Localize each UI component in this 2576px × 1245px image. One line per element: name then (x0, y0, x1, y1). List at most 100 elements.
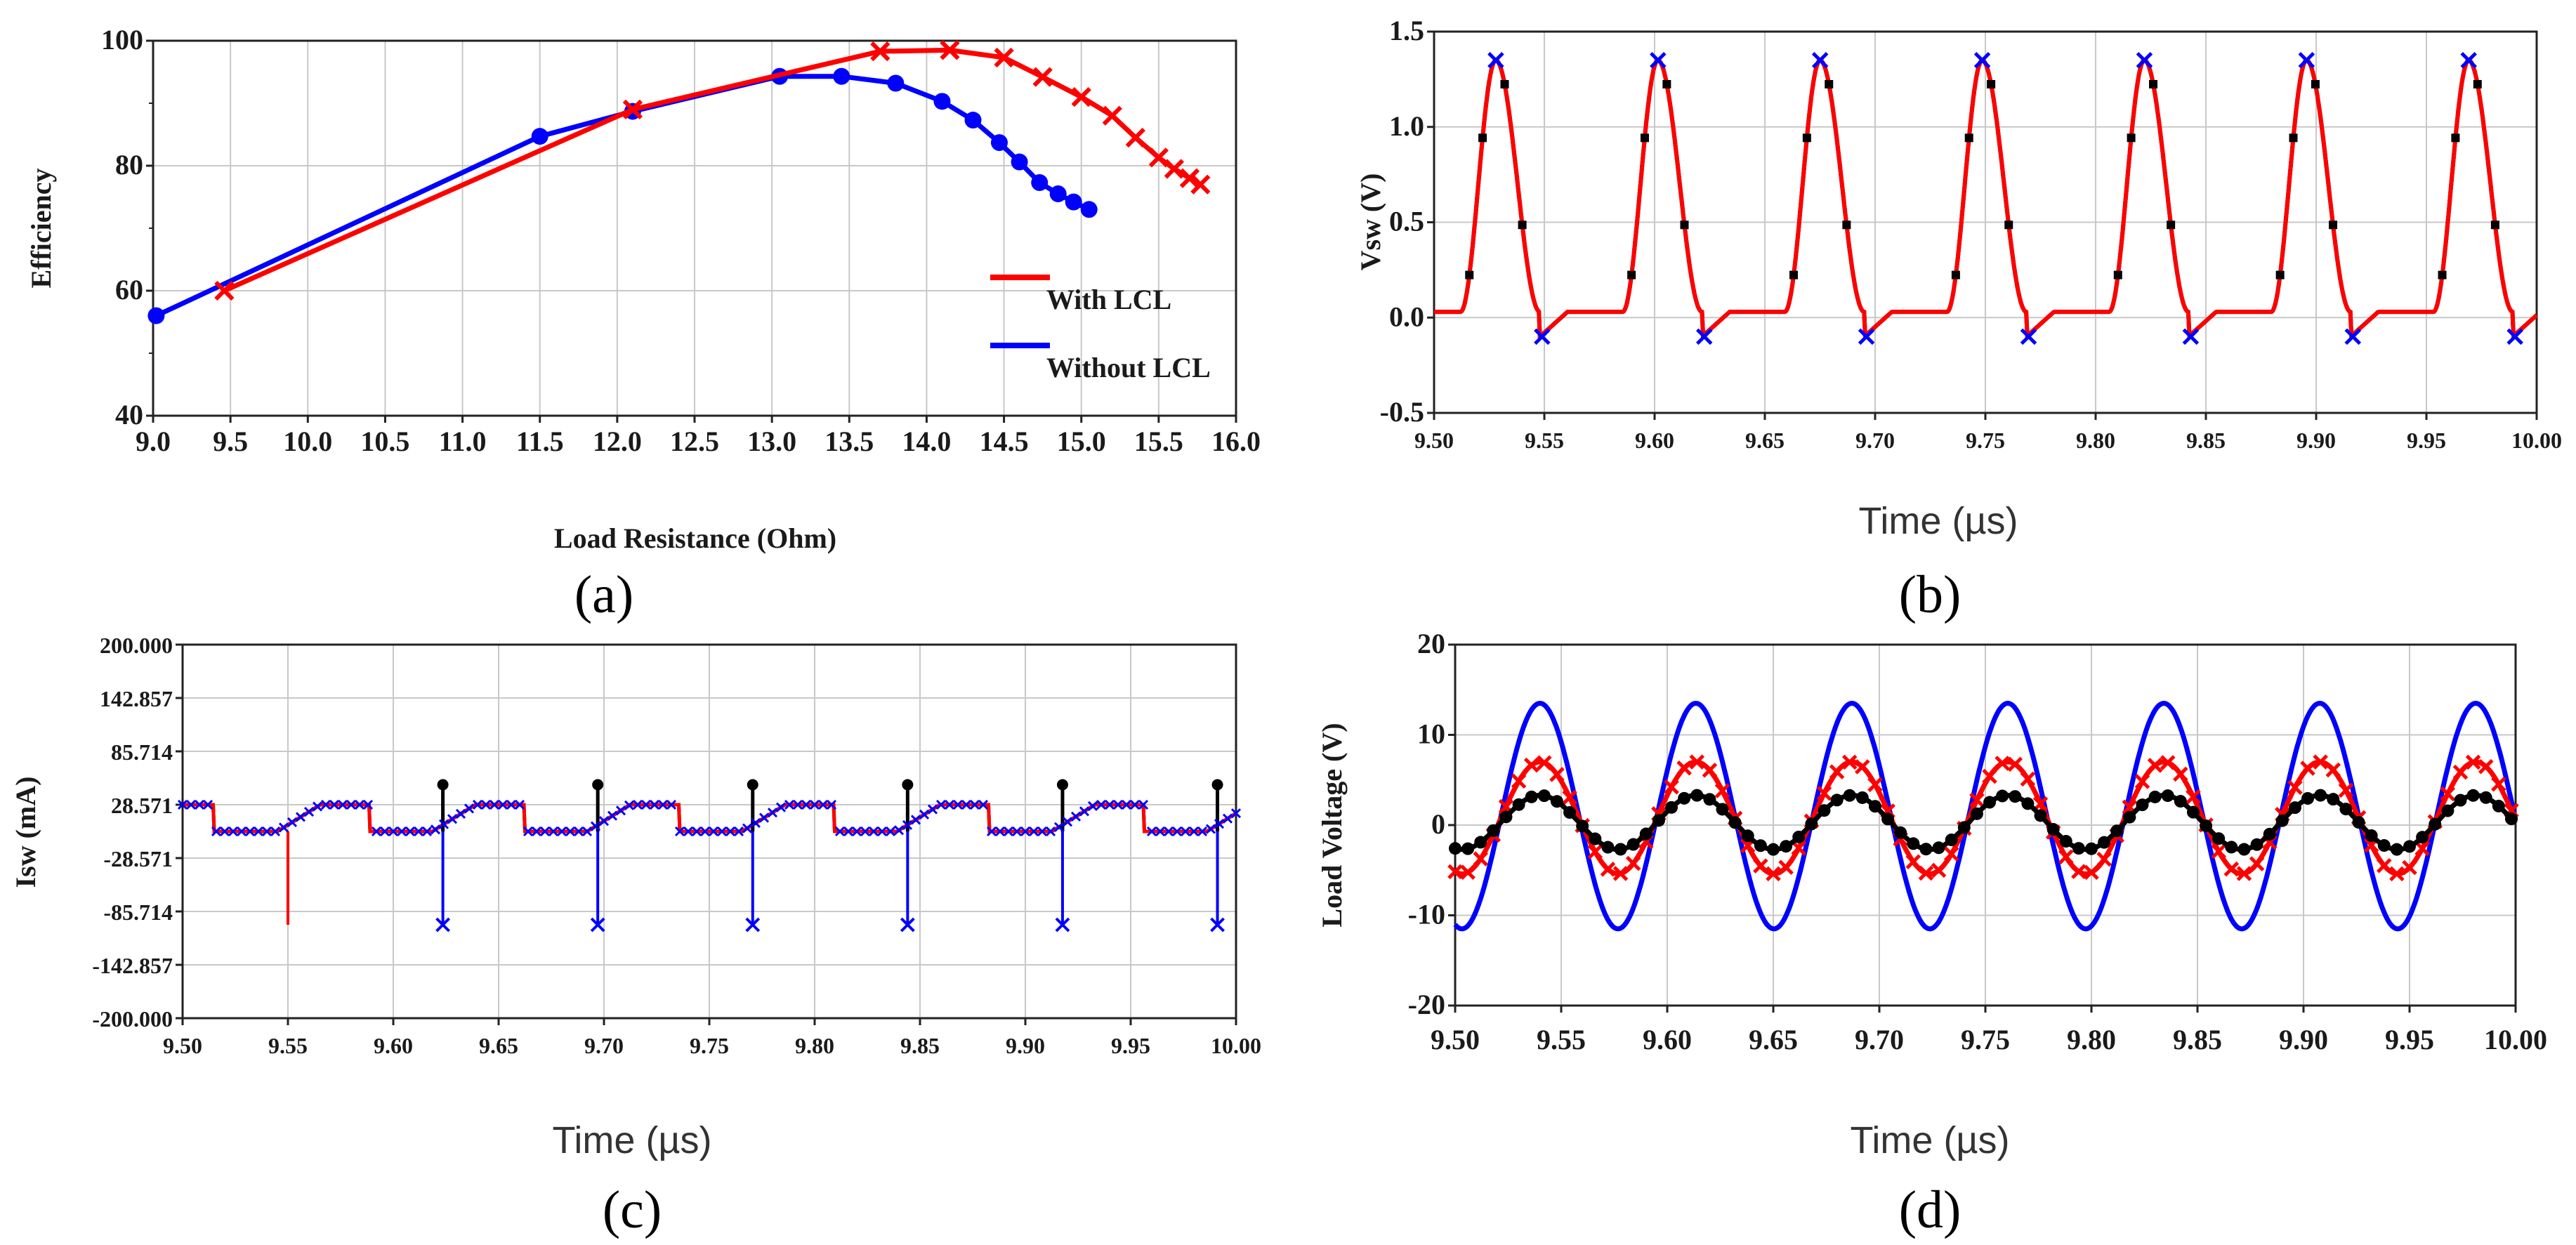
data-point-blue (615, 805, 626, 816)
data-point-black (1945, 834, 1958, 847)
data-point-blue (935, 799, 947, 810)
data-point-black (1825, 79, 1834, 88)
data-point-blue (1973, 51, 1991, 69)
x-tick-label: 9.70 (1855, 428, 1895, 453)
data-point-black (1500, 79, 1509, 88)
x-axis-title: Time (µs) (552, 1119, 711, 1161)
data-point-blue (455, 808, 466, 819)
x-tick-label: 9.0 (136, 426, 171, 457)
data-point-red (1664, 779, 1679, 795)
x-tick-label: 9.80 (795, 1033, 834, 1058)
data-point-red (1753, 858, 1768, 874)
data-point-blue (1011, 826, 1023, 837)
data-point-blue (435, 917, 451, 933)
data-point-red (2389, 866, 2405, 882)
x-tick-label: 9.95 (2385, 1024, 2434, 1055)
data-point-blue (1129, 799, 1141, 810)
data-point-blue (885, 826, 896, 837)
x-tick-label: 9.75 (1966, 428, 2005, 453)
data-point-blue (817, 799, 829, 810)
data-point-blue (632, 799, 643, 810)
data-point-blue (2460, 51, 2477, 69)
data-point-blue (944, 799, 955, 810)
data-point-blue (1222, 813, 1233, 824)
data-point-red (2096, 851, 2112, 867)
y-tick-label: -10 (1408, 899, 1445, 930)
data-point-blue (1020, 826, 1031, 837)
data-point-blue (202, 799, 213, 810)
x-tick-label: 9.55 (1537, 1024, 1586, 1055)
x-tick-label: 15.0 (1057, 426, 1106, 457)
y-tick-label: 28.571 (111, 793, 173, 818)
data-point-red (1943, 846, 1959, 862)
data-point-blue (666, 799, 677, 810)
data-point-red (2007, 756, 2023, 772)
data-point-blue (1003, 826, 1014, 837)
data-point-blue (699, 826, 711, 837)
data-point-black (2123, 810, 2136, 824)
data-point-red (1855, 759, 1870, 775)
data-point-black (2441, 804, 2455, 817)
data-point-black (1855, 791, 1869, 804)
data-point-red (1905, 854, 1921, 869)
data-point-blue (539, 826, 551, 837)
data-point-black (1478, 133, 1487, 143)
data-point-red (1447, 864, 1463, 880)
data-point-with-lcl (1164, 159, 1185, 179)
data-point-blue (1205, 824, 1216, 834)
data-point-without-lcl (1031, 174, 1049, 192)
data-point-red (1982, 768, 1997, 784)
data-point-red (1460, 864, 1476, 880)
data-point-black (2149, 79, 2158, 88)
x-tick-label: 9.50 (163, 1033, 202, 1058)
x-tick-label: 9.85 (900, 1033, 940, 1058)
data-point-with-lcl (870, 41, 891, 62)
data-point-blue (531, 826, 542, 837)
data-point-red (2440, 786, 2456, 802)
data-point-blue (346, 799, 357, 810)
data-point-without-lcl (964, 112, 982, 129)
data-point-red (1714, 783, 1730, 798)
data-point-black (2451, 133, 2460, 143)
panel-d-load-voltage-chart: 9.50 9.55 9.60 9.65 9.70 9.75 9.80 9.85 9.90 9.95… (1316, 628, 2547, 1239)
data-point-red (1537, 755, 1552, 770)
data-point-black (1881, 812, 1895, 826)
data-point-without-lcl (1080, 201, 1098, 218)
x-tick-label: 9.65 (1745, 428, 1785, 453)
x-tick-label: 9.65 (1749, 1024, 1798, 1055)
data-point-black (2390, 843, 2403, 856)
data-point-black (1056, 779, 1068, 791)
y-tick-label: 142.857 (100, 686, 173, 711)
data-point-black (1754, 839, 1767, 852)
x-tick-label: 10.5 (360, 426, 409, 457)
data-point-blue (261, 826, 272, 837)
data-point-blue (295, 812, 306, 822)
y-axis-title: Efficiency (25, 168, 57, 288)
data-point-black (1792, 830, 1806, 843)
data-point-black (1789, 270, 1799, 279)
data-point-black (1805, 817, 1818, 831)
data-point-black (1964, 133, 1973, 143)
data-point-black (747, 779, 758, 791)
data-point-red (2084, 864, 2099, 881)
data-point-black (1987, 79, 1996, 88)
plot-frame (1454, 643, 2517, 1007)
data-point-blue (809, 799, 820, 810)
data-point-blue (1138, 799, 1149, 810)
data-point-black (2311, 79, 2320, 88)
data-point-red (2325, 762, 2341, 778)
data-point-black (1537, 789, 1551, 803)
data-point-blue (337, 799, 348, 810)
data-point-black (1983, 796, 1997, 809)
data-point-blue (497, 799, 508, 810)
data-point-blue (362, 799, 374, 810)
data-point-black (1970, 807, 1983, 820)
data-point-with-lcl (214, 280, 235, 301)
data-point-black (2454, 793, 2467, 807)
data-point-blue (523, 826, 534, 837)
data-point-blue (598, 816, 610, 826)
data-point-black (2275, 270, 2285, 279)
data-point-red (2147, 758, 2163, 773)
x-tick-label: 9.60 (374, 1033, 413, 1058)
data-point-black (2212, 832, 2226, 845)
